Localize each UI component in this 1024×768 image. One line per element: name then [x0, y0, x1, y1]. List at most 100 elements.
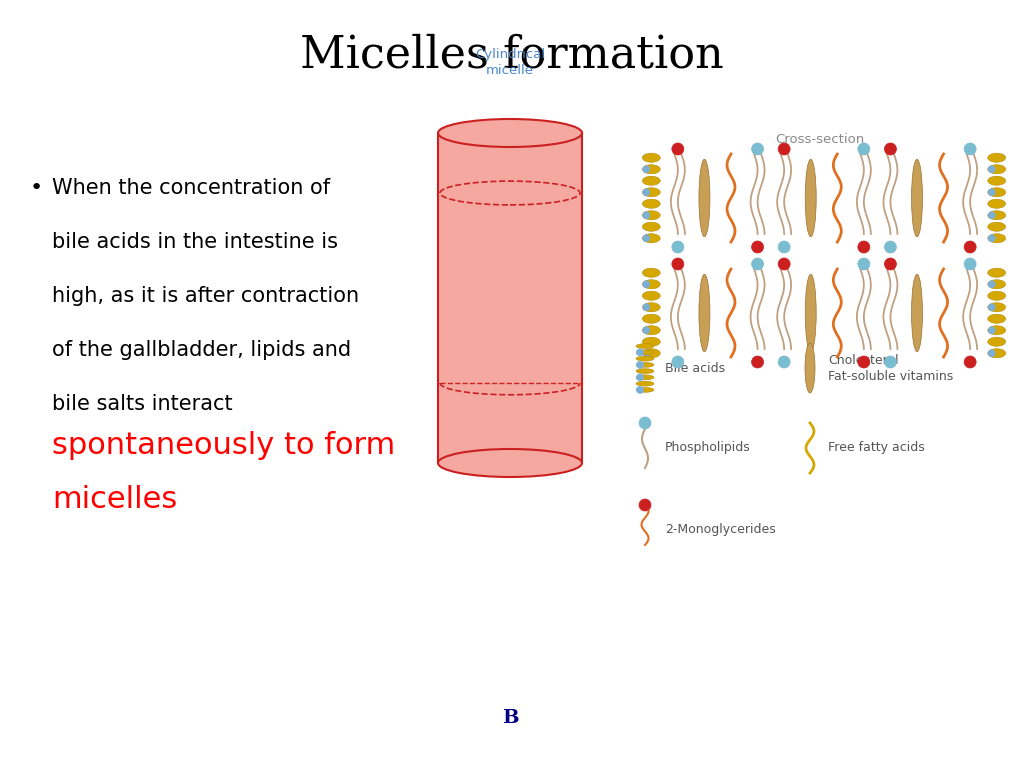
Text: micelles: micelles: [52, 485, 177, 514]
Ellipse shape: [988, 164, 1006, 174]
Text: of the gallbladder, lipids and: of the gallbladder, lipids and: [52, 340, 351, 360]
Ellipse shape: [636, 369, 654, 373]
Ellipse shape: [636, 356, 654, 361]
Circle shape: [643, 212, 650, 219]
Text: B: B: [502, 709, 518, 727]
Circle shape: [885, 241, 896, 253]
Circle shape: [858, 258, 869, 270]
Ellipse shape: [642, 280, 660, 289]
Ellipse shape: [911, 274, 923, 352]
Text: bile acids in the intestine is: bile acids in the intestine is: [52, 232, 338, 252]
Circle shape: [858, 143, 869, 155]
Circle shape: [643, 349, 650, 357]
Circle shape: [639, 417, 651, 429]
Ellipse shape: [642, 337, 660, 346]
Ellipse shape: [805, 159, 816, 237]
Ellipse shape: [642, 199, 660, 208]
Ellipse shape: [805, 343, 815, 393]
Ellipse shape: [699, 274, 710, 352]
Ellipse shape: [642, 233, 660, 243]
Ellipse shape: [642, 268, 660, 277]
Circle shape: [637, 374, 643, 381]
Circle shape: [643, 235, 650, 242]
Ellipse shape: [988, 199, 1006, 208]
Circle shape: [752, 241, 764, 253]
Circle shape: [965, 356, 976, 368]
Text: Phospholipids: Phospholipids: [665, 442, 751, 455]
Ellipse shape: [805, 274, 816, 352]
Circle shape: [858, 241, 869, 253]
Circle shape: [885, 356, 896, 368]
Circle shape: [988, 326, 995, 334]
Ellipse shape: [988, 314, 1006, 323]
Circle shape: [643, 281, 650, 288]
Ellipse shape: [988, 326, 1006, 335]
Ellipse shape: [636, 387, 654, 392]
Circle shape: [643, 189, 650, 196]
Text: When the concentration of: When the concentration of: [52, 178, 330, 198]
Ellipse shape: [642, 291, 660, 300]
Circle shape: [988, 235, 995, 242]
Ellipse shape: [699, 159, 710, 237]
Ellipse shape: [642, 164, 660, 174]
Ellipse shape: [988, 187, 1006, 197]
Circle shape: [988, 212, 995, 219]
Ellipse shape: [642, 210, 660, 220]
Ellipse shape: [438, 449, 582, 477]
Circle shape: [643, 326, 650, 334]
Ellipse shape: [988, 222, 1006, 231]
Circle shape: [643, 166, 650, 173]
Ellipse shape: [636, 350, 654, 355]
Ellipse shape: [642, 303, 660, 312]
Circle shape: [988, 281, 995, 288]
Ellipse shape: [636, 343, 654, 349]
Ellipse shape: [636, 381, 654, 386]
Circle shape: [778, 143, 791, 155]
Circle shape: [637, 386, 643, 393]
Ellipse shape: [988, 349, 1006, 358]
Text: bile salts interact: bile salts interact: [52, 394, 232, 414]
Ellipse shape: [988, 337, 1006, 346]
Circle shape: [672, 241, 684, 253]
Circle shape: [885, 143, 896, 155]
Text: Free fatty acids: Free fatty acids: [828, 442, 925, 455]
Circle shape: [672, 143, 684, 155]
Circle shape: [988, 304, 995, 311]
Circle shape: [639, 499, 651, 511]
Circle shape: [885, 258, 896, 270]
Ellipse shape: [988, 153, 1006, 162]
Circle shape: [778, 258, 791, 270]
Ellipse shape: [642, 349, 660, 358]
Text: Bile acids: Bile acids: [665, 362, 725, 375]
Circle shape: [965, 241, 976, 253]
Text: Micelles formation: Micelles formation: [300, 33, 724, 76]
Circle shape: [672, 356, 684, 368]
Text: 2-Monoglycerides: 2-Monoglycerides: [665, 524, 776, 537]
Text: Cylindrical
micelle: Cylindrical micelle: [475, 48, 545, 77]
Text: high, as it is after contraction: high, as it is after contraction: [52, 286, 359, 306]
Circle shape: [858, 356, 869, 368]
Circle shape: [752, 356, 764, 368]
Circle shape: [672, 258, 684, 270]
Circle shape: [752, 258, 764, 270]
Circle shape: [965, 143, 976, 155]
Circle shape: [778, 356, 791, 368]
Ellipse shape: [988, 303, 1006, 312]
Ellipse shape: [636, 362, 654, 367]
Circle shape: [988, 189, 995, 196]
Circle shape: [637, 362, 643, 369]
Circle shape: [988, 349, 995, 357]
Ellipse shape: [642, 326, 660, 335]
Ellipse shape: [988, 210, 1006, 220]
Text: •: •: [30, 178, 43, 198]
Ellipse shape: [642, 187, 660, 197]
Bar: [438, 133, 582, 463]
Text: Cholesterol
Fat-soluble vitamins: Cholesterol Fat-soluble vitamins: [828, 353, 953, 382]
Ellipse shape: [642, 314, 660, 323]
Ellipse shape: [642, 153, 660, 162]
Circle shape: [965, 258, 976, 270]
Circle shape: [778, 241, 791, 253]
Ellipse shape: [438, 119, 582, 147]
Ellipse shape: [911, 159, 923, 237]
Text: spontaneously to form: spontaneously to form: [52, 431, 395, 460]
